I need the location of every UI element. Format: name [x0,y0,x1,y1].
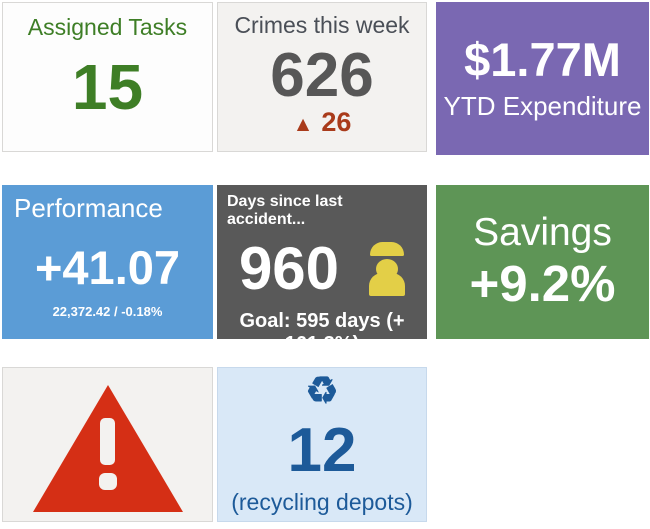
accident-goal: Goal: 595 days (+ 161.3%) [239,310,405,339]
worker-body-shape [369,273,406,296]
savings-value: +9.2% [469,255,616,313]
performance-card: Performance +41.07 22,372.42 / -0.18% [2,185,213,339]
exclamation-bar-shape [99,418,115,465]
performance-value: +41.07 [34,241,181,294]
warning-icon [32,385,183,512]
worker-icon [369,242,406,296]
savings-card: Savings +9.2% [436,185,649,339]
accident-value: 960 [238,235,340,302]
crimes-this-week-card: Crimes this week 626 ▲ 26 [217,2,427,152]
days-since-accident-card: Days since last accident... 960 Goal: 59… [217,185,427,339]
savings-title: Savings [473,210,612,254]
performance-title: Performance [14,193,163,223]
crimes-title: Crimes this week [234,12,410,38]
recycle-icon: ♻ [305,370,339,411]
accident-title: Days since last accident... [227,193,343,228]
expenditure-label: YTD Expenditure [443,90,642,121]
up-triangle-icon: ▲ [292,113,314,136]
ytd-expenditure-card: $1.77M YTD Expenditure [436,2,649,155]
crimes-delta: ▲ 26 [293,109,352,136]
assigned-tasks-title: Assigned Tasks [27,14,188,40]
crimes-value: 626 [270,41,374,110]
performance-detail: 22,372.42 / -0.18% [52,304,163,319]
assigned-tasks-card: Assigned Tasks 15 [2,2,213,152]
expenditure-value: $1.77M [464,33,621,87]
recycling-depots-card: ♻ 12 (recycling depots) [217,367,427,522]
crimes-delta-value: 26 [321,107,352,137]
warning-card [2,367,213,522]
worker-hat-shape [370,242,405,256]
recycling-label: (recycling depots) [231,489,413,515]
assigned-tasks-value: 15 [71,51,144,123]
exclamation-dot-shape [98,473,117,490]
recycling-value: 12 [287,416,357,485]
